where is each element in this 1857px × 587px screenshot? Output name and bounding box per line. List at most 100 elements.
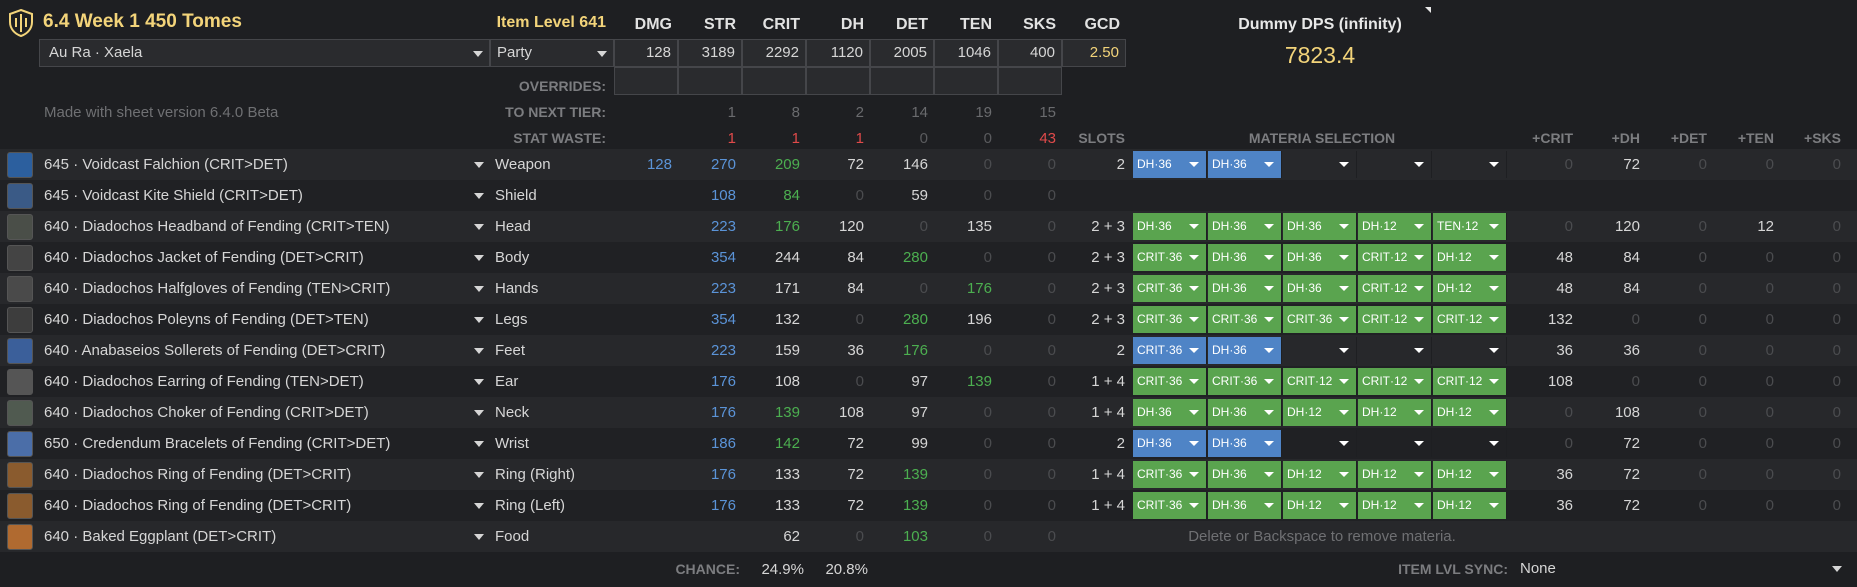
item-lvl-sync-select[interactable]: None <box>1515 555 1848 583</box>
materia-select[interactable] <box>1283 430 1357 457</box>
gear-row[interactable]: 640 · Diadochos Choker of Fending (CRIT>… <box>0 397 1857 428</box>
gear-name[interactable]: 640 · Diadochos Halfgloves of Fending (T… <box>44 280 391 297</box>
materia-select[interactable]: CRIT·36 <box>1133 306 1207 333</box>
gear-name[interactable]: 640 · Diadochos Earring of Fending (TEN>… <box>44 373 364 390</box>
materia-select[interactable]: CRIT·12 <box>1358 368 1432 395</box>
materia-select[interactable] <box>1433 337 1507 364</box>
gear-name[interactable]: 640 · Diadochos Headband of Fending (CRI… <box>44 218 390 235</box>
chevron-down-icon[interactable] <box>474 534 484 540</box>
materia-select[interactable] <box>1283 337 1357 364</box>
materia-select[interactable]: DH·36 <box>1208 213 1282 240</box>
chevron-down-icon[interactable] <box>474 162 484 168</box>
gear-row[interactable]: 640 · Diadochos Ring of Fending (DET>CRI… <box>0 459 1857 490</box>
materia-select[interactable]: DH·36 <box>1283 244 1357 271</box>
gear-row[interactable]: 640 · Diadochos Poleyns of Fending (DET>… <box>0 304 1857 335</box>
gear-name[interactable]: 645 · Voidcast Falchion (CRIT>DET) <box>44 156 288 173</box>
materia-select[interactable] <box>1358 337 1432 364</box>
materia-select[interactable] <box>1433 151 1507 178</box>
materia-select[interactable]: DH·12 <box>1358 492 1432 519</box>
materia-select[interactable]: DH·36 <box>1208 492 1282 519</box>
chevron-down-icon[interactable] <box>474 224 484 230</box>
materia-select[interactable]: CRIT·36 <box>1208 368 1282 395</box>
materia-select[interactable]: CRIT·36 <box>1133 492 1207 519</box>
materia-select[interactable]: CRIT·36 <box>1283 306 1357 333</box>
materia-select[interactable]: DH·36 <box>1208 399 1282 426</box>
race-select[interactable]: Au Ra · Xaela <box>39 39 490 67</box>
materia-select[interactable]: CRIT·12 <box>1433 306 1507 333</box>
override-input-ten[interactable] <box>934 67 998 95</box>
override-input-det[interactable] <box>870 67 934 95</box>
materia-select[interactable]: DH·12 <box>1433 461 1507 488</box>
gear-name[interactable]: 640 · Diadochos Jacket of Fending (DET>C… <box>44 249 364 266</box>
gear-row[interactable]: 640 · Diadochos Ring of Fending (DET>CRI… <box>0 490 1857 521</box>
materia-select[interactable]: DH·36 <box>1208 244 1282 271</box>
override-input-sks[interactable] <box>998 67 1062 95</box>
chevron-down-icon[interactable] <box>474 255 484 261</box>
gear-name[interactable]: 640 · Diadochos Poleyns of Fending (DET>… <box>44 311 369 328</box>
materia-select[interactable]: DH·36 <box>1283 275 1357 302</box>
materia-select[interactable]: CRIT·36 <box>1208 306 1282 333</box>
chevron-down-icon[interactable] <box>474 317 484 323</box>
materia-select[interactable]: DH·36 <box>1133 430 1207 457</box>
chevron-down-icon[interactable] <box>474 441 484 447</box>
gear-name[interactable]: 640 · Diadochos Ring of Fending (DET>CRI… <box>44 466 352 483</box>
materia-select[interactable]: CRIT·36 <box>1133 275 1207 302</box>
materia-select[interactable]: DH·36 <box>1133 399 1207 426</box>
materia-select[interactable]: DH·36 <box>1208 337 1282 364</box>
materia-select[interactable]: TEN·12 <box>1433 213 1507 240</box>
chevron-down-icon[interactable] <box>474 286 484 292</box>
gear-row[interactable]: 650 · Credendum Bracelets of Fending (CR… <box>0 428 1857 459</box>
override-input-dmg[interactable] <box>614 67 678 95</box>
gear-name[interactable]: 640 · Anabaseios Sollerets of Fending (D… <box>44 342 386 359</box>
chevron-down-icon[interactable] <box>474 410 484 416</box>
override-input-crit[interactable] <box>742 67 806 95</box>
chevron-down-icon[interactable] <box>474 503 484 509</box>
chevron-down-icon[interactable] <box>474 472 484 478</box>
gear-name[interactable]: 640 · Diadochos Ring of Fending (DET>CRI… <box>44 497 352 514</box>
materia-select[interactable]: CRIT·12 <box>1358 275 1432 302</box>
gear-row[interactable]: 645 · Voidcast Kite Shield (CRIT>DET) Shi… <box>0 180 1857 211</box>
materia-select[interactable]: CRIT·12 <box>1433 368 1507 395</box>
materia-select[interactable]: DH·12 <box>1283 399 1357 426</box>
materia-select[interactable]: DH·36 <box>1208 461 1282 488</box>
materia-select[interactable]: CRIT·36 <box>1133 461 1207 488</box>
materia-select[interactable] <box>1283 151 1357 178</box>
gear-name[interactable]: 650 · Credendum Bracelets of Fending (CR… <box>44 435 391 452</box>
gear-row[interactable]: 640 · Baked Eggplant (DET>CRIT) Food 62 0 10… <box>0 521 1857 552</box>
chevron-down-icon[interactable] <box>474 193 484 199</box>
override-input-str[interactable] <box>678 67 742 95</box>
materia-select[interactable] <box>1433 430 1507 457</box>
materia-select[interactable]: CRIT·36 <box>1133 337 1207 364</box>
materia-select[interactable]: DH·12 <box>1433 399 1507 426</box>
gear-name[interactable]: 645 · Voidcast Kite Shield (CRIT>DET) <box>44 187 303 204</box>
materia-select[interactable]: DH·12 <box>1358 213 1432 240</box>
gear-name[interactable]: 640 · Baked Eggplant (DET>CRIT) <box>44 528 277 545</box>
materia-select[interactable]: CRIT·12 <box>1358 306 1432 333</box>
party-select[interactable]: Party <box>490 39 614 67</box>
materia-select[interactable]: DH·36 <box>1208 275 1282 302</box>
gear-row[interactable]: 640 · Diadochos Jacket of Fending (DET>C… <box>0 242 1857 273</box>
materia-select[interactable] <box>1358 430 1432 457</box>
materia-select[interactable]: CRIT·12 <box>1283 368 1357 395</box>
override-input-dh[interactable] <box>806 67 870 95</box>
materia-select[interactable]: DH·36 <box>1208 151 1282 178</box>
materia-select[interactable]: DH·12 <box>1283 492 1357 519</box>
chevron-down-icon[interactable] <box>474 379 484 385</box>
materia-select[interactable]: DH·12 <box>1283 461 1357 488</box>
gear-row[interactable]: 640 · Diadochos Headband of Fending (CRI… <box>0 211 1857 242</box>
sheet-title[interactable]: 6.4 Week 1 450 Tomes <box>43 11 242 32</box>
materia-select[interactable]: DH·12 <box>1358 461 1432 488</box>
materia-select[interactable]: DH·36 <box>1208 430 1282 457</box>
materia-select[interactable]: DH·36 <box>1133 213 1207 240</box>
materia-select[interactable]: DH·36 <box>1283 213 1357 240</box>
gear-row[interactable]: 640 · Diadochos Halfgloves of Fending (T… <box>0 273 1857 304</box>
materia-select[interactable]: DH·36 <box>1133 151 1207 178</box>
chevron-down-icon[interactable] <box>474 348 484 354</box>
materia-select[interactable] <box>1358 151 1432 178</box>
materia-select[interactable]: DH·12 <box>1433 275 1507 302</box>
gear-name[interactable]: 640 · Diadochos Choker of Fending (CRIT>… <box>44 404 369 421</box>
materia-select[interactable]: DH·12 <box>1358 399 1432 426</box>
materia-select[interactable]: DH·12 <box>1433 492 1507 519</box>
materia-select[interactable]: CRIT·12 <box>1358 244 1432 271</box>
materia-select[interactable]: CRIT·36 <box>1133 368 1207 395</box>
